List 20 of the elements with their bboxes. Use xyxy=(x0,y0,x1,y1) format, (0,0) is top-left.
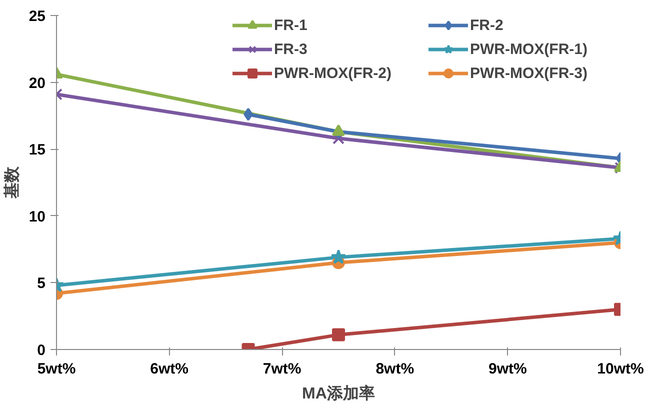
y-tick-label: 20 xyxy=(28,74,46,92)
y-tick-label: 10 xyxy=(28,208,46,226)
y-tick-label: 0 xyxy=(37,342,46,359)
y-axis-title: 基数 xyxy=(2,166,21,200)
x-tick-label: 7wt% xyxy=(262,360,302,378)
y-tick-label: 25 xyxy=(28,8,46,25)
y-tick-label: 5 xyxy=(37,275,46,292)
legend-label: FR-3 xyxy=(274,40,308,58)
x-tick-label: 5wt% xyxy=(37,360,76,378)
legend-label: PWR-MOX(FR-1) xyxy=(470,40,588,58)
y-tick-label: 15 xyxy=(28,142,46,159)
x-tick-label: 8wt% xyxy=(376,360,414,378)
x-tick-label: 10wt% xyxy=(597,360,644,378)
legend-label: FR-1 xyxy=(274,16,308,34)
x-axis-title: MA添加率 xyxy=(302,384,375,402)
x-tick-label: 9wt% xyxy=(488,360,527,378)
legend-label: PWR-MOX(FR-2) xyxy=(274,64,392,82)
legend-label: PWR-MOX(FR-3) xyxy=(470,64,588,82)
x-tick-label: 6wt% xyxy=(150,360,188,378)
legend-label: FR-2 xyxy=(470,16,504,34)
